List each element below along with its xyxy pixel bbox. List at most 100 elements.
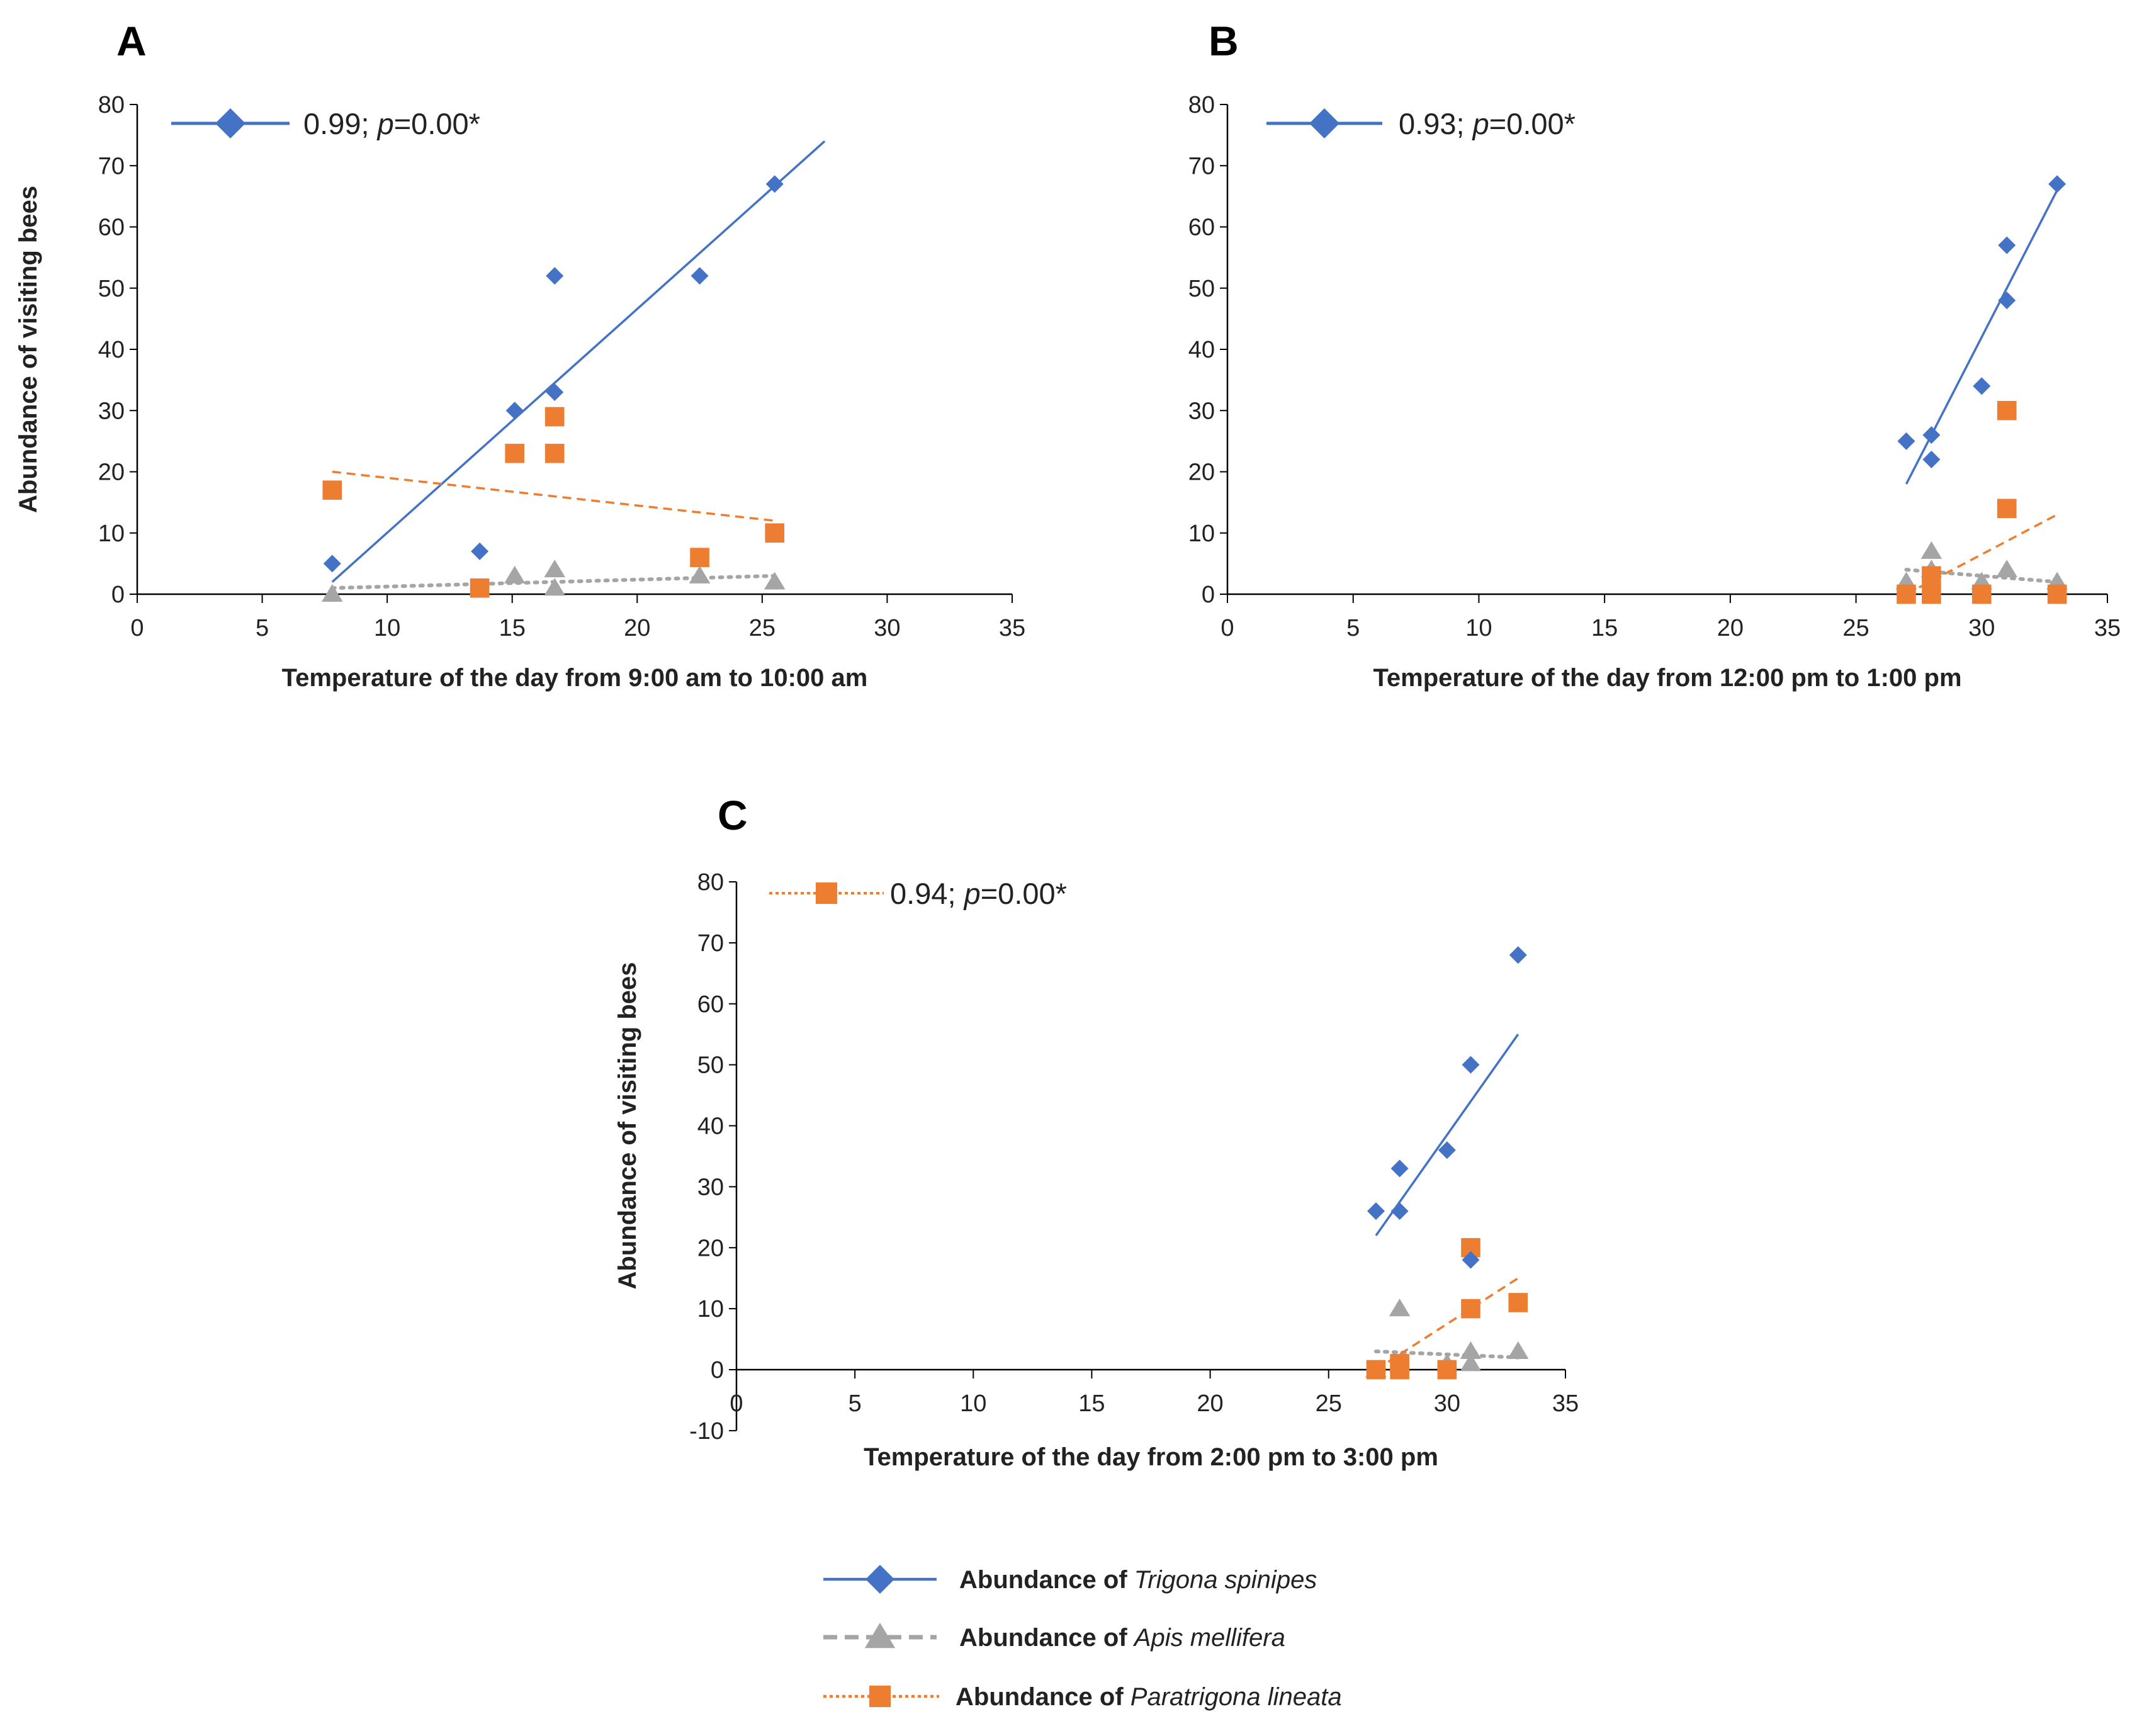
legend-label-trigona-spinipes: Abundance of Trigona spinipes bbox=[959, 1566, 1317, 1594]
legend-item-apis-mellifera: Abundance of Apis mellifera bbox=[823, 1623, 1285, 1652]
panel-b-point-apis-mellifera bbox=[1996, 560, 2018, 578]
panel-a-point-paratrigona-lineata bbox=[544, 407, 565, 427]
panel-a-x-tick-label: 0 bbox=[130, 615, 144, 641]
legend-marker-trigona-spinipes bbox=[866, 1565, 894, 1594]
panel-a-x-tick-label: 30 bbox=[874, 615, 900, 641]
panel-c-y-tick-label: 60 bbox=[697, 991, 724, 1018]
panel-a-point-apis-mellifera bbox=[544, 578, 566, 596]
panel-a-x-tick-label: 15 bbox=[499, 615, 526, 641]
panel-b-point-trigona-spinipes bbox=[1922, 451, 1941, 469]
panel-b-annotation-marker bbox=[1309, 108, 1339, 138]
panel-a-annotation-p-symbol: p bbox=[376, 107, 394, 140]
panel-b-annotation-text: 0.93; p=0.00* bbox=[1399, 107, 1576, 140]
panel-c-point-paratrigona-lineata bbox=[1508, 1293, 1528, 1312]
panel-b-x-tick-label: 5 bbox=[1346, 615, 1360, 641]
panel-c-point-apis-mellifera bbox=[1460, 1341, 1482, 1359]
panel-b-x-tick-label: 0 bbox=[1221, 615, 1234, 641]
panel-a-point-paratrigona-lineata bbox=[322, 480, 342, 500]
panel-c-point-paratrigona-lineata bbox=[1390, 1354, 1409, 1373]
panel-a-point-paratrigona-lineata bbox=[765, 523, 785, 543]
legend-item-trigona-spinipes: Abundance of Trigona spinipes bbox=[823, 1565, 1317, 1594]
panel-c-x-tick-label: 10 bbox=[960, 1390, 986, 1417]
panel-c-annotation-r: 0.94; bbox=[890, 877, 964, 910]
panel-b-letter: B bbox=[1209, 18, 1239, 64]
panel-a-point-paratrigona-lineata bbox=[505, 444, 524, 463]
legend-item-paratrigona-lineata: Abundance of Paratrigona lineata bbox=[823, 1683, 1342, 1711]
panel-a-point-apis-mellifera bbox=[544, 560, 566, 578]
panel-a-point-paratrigona-lineata bbox=[544, 444, 565, 463]
panel-b-x-tick-label: 10 bbox=[1465, 615, 1492, 641]
panel-c-point-paratrigona-lineata bbox=[1366, 1360, 1386, 1380]
panel-c-y-tick-label: 10 bbox=[697, 1296, 724, 1322]
panel-a-trendline-trigona-spinipes bbox=[331, 140, 826, 583]
panel-c-y-tick-label: 70 bbox=[697, 930, 724, 957]
panel-a-x-tick-label: 5 bbox=[256, 615, 269, 641]
panel-c-y-tick-label: 30 bbox=[697, 1174, 724, 1200]
panel-c-annotation-p-symbol: p bbox=[963, 877, 981, 910]
panel-a-y-axis-title: Abundance of visiting bees bbox=[14, 186, 42, 513]
panel-c-x-tick-label: 20 bbox=[1197, 1390, 1223, 1417]
panel-a-annotation-p-value: =0.00* bbox=[394, 107, 480, 140]
panel-b-point-paratrigona-lineata bbox=[1997, 499, 2017, 519]
panel-a-y-tick-label: 80 bbox=[98, 92, 125, 118]
panel-c-point-trigona-spinipes bbox=[1462, 1056, 1480, 1074]
panel-a-x-tick-label: 25 bbox=[749, 615, 775, 641]
panel-a-y-tick-label: 30 bbox=[98, 398, 125, 424]
panel-c-point-trigona-spinipes bbox=[1462, 1251, 1480, 1269]
panel-a-y-tick-label: 10 bbox=[98, 521, 125, 547]
panel-c-x-tick-label: 5 bbox=[849, 1390, 862, 1417]
panel-c-point-apis-mellifera bbox=[1507, 1341, 1529, 1359]
panel-a-point-apis-mellifera bbox=[689, 565, 711, 583]
legend-species: Trigona spinipes bbox=[1134, 1566, 1317, 1594]
panel-a-y-tick-label: 40 bbox=[98, 337, 125, 363]
panel-a-point-apis-mellifera bbox=[321, 584, 343, 602]
panel-a-x-tick-label: 10 bbox=[374, 615, 400, 641]
panel-b-x-tick-label: 25 bbox=[1842, 615, 1869, 641]
legend-marker-apis-mellifera bbox=[864, 1623, 896, 1649]
legend-prefix: Abundance of bbox=[959, 1566, 1134, 1594]
legend-label-apis-mellifera: Abundance of Apis mellifera bbox=[959, 1624, 1285, 1652]
panel-c-y-tick-label: 20 bbox=[697, 1235, 724, 1261]
panel-a-point-apis-mellifera bbox=[764, 572, 786, 590]
panel-b-annotation-p-symbol: p bbox=[1472, 107, 1489, 140]
panel-c-y-tick-label: 80 bbox=[697, 869, 724, 896]
panel-b-point-paratrigona-lineata bbox=[1997, 400, 2017, 420]
panel-c-point-trigona-spinipes bbox=[1438, 1141, 1456, 1159]
panel-a-point-trigona-spinipes bbox=[323, 555, 341, 573]
panel-a-point-trigona-spinipes bbox=[691, 267, 709, 285]
panel-b-x-tick-label: 30 bbox=[1968, 615, 1995, 641]
panel-a-x-tick-label: 20 bbox=[624, 615, 650, 641]
panel-a-point-paratrigona-lineata bbox=[690, 548, 709, 567]
panel-c-x-tick-label: 15 bbox=[1078, 1390, 1105, 1417]
panel-c-point-paratrigona-lineata bbox=[1461, 1299, 1480, 1319]
panel-c-y-tick-label: -10 bbox=[689, 1418, 724, 1445]
panel-a-point-trigona-spinipes bbox=[505, 402, 524, 420]
panel-b-x-tick-label: 20 bbox=[1717, 615, 1744, 641]
panel-a-trendline-paratrigona-lineata bbox=[332, 470, 775, 522]
panel-a-point-trigona-spinipes bbox=[471, 542, 489, 560]
panel-b-point-trigona-spinipes bbox=[1998, 236, 2016, 254]
panel-a-annotation-r: 0.99; bbox=[303, 107, 378, 140]
panel-a-annotation-text: 0.99; p=0.00* bbox=[303, 107, 480, 140]
panel-b-y-tick-label: 70 bbox=[1188, 153, 1215, 179]
panel-a-y-tick-label: 50 bbox=[98, 276, 125, 302]
panel-b-x-axis-title: Temperature of the day from 12:00 pm to … bbox=[1373, 664, 1961, 692]
panel-b-point-trigona-spinipes bbox=[1922, 426, 1941, 444]
panel-b-point-paratrigona-lineata bbox=[1922, 566, 1941, 586]
panel-b-y-tick-label: 50 bbox=[1188, 276, 1215, 302]
panel-c-point-trigona-spinipes bbox=[1367, 1202, 1385, 1220]
panel-a-x-tick-label: 35 bbox=[999, 615, 1025, 641]
legend-marker-paratrigona-lineata bbox=[869, 1685, 891, 1708]
panel-b-point-paratrigona-lineata bbox=[2047, 584, 2067, 604]
panel-c-y-tick-label: 0 bbox=[711, 1357, 724, 1384]
legend-species: Apis mellifera bbox=[1133, 1624, 1285, 1652]
legend-species: Paratrigona lineata bbox=[1131, 1683, 1342, 1711]
panel-b-y-tick-label: 20 bbox=[1188, 459, 1215, 486]
panel-c-point-trigona-spinipes bbox=[1509, 946, 1527, 964]
legend-prefix: Abundance of bbox=[956, 1683, 1131, 1711]
panel-b-y-tick-label: 60 bbox=[1188, 215, 1215, 241]
